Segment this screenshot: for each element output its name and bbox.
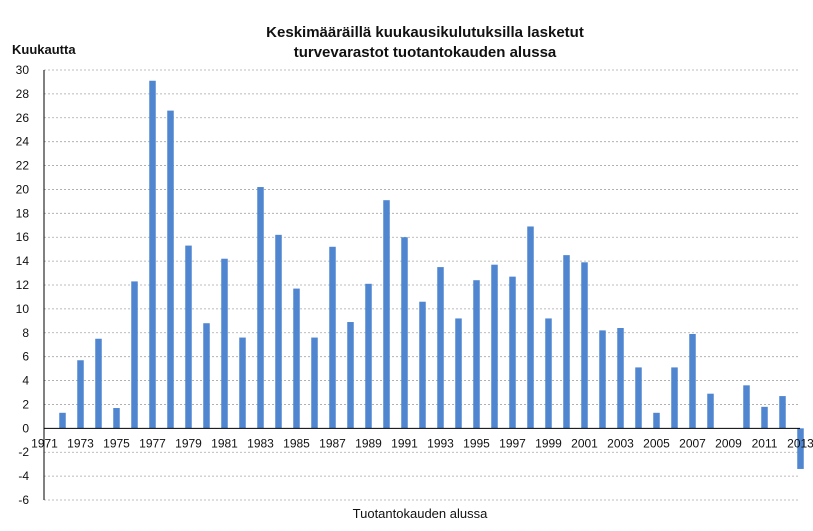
bar bbox=[185, 245, 192, 429]
x-tick-label: 2003 bbox=[607, 436, 634, 450]
y-tick-label: 18 bbox=[16, 206, 30, 220]
x-tick-label: 2013 bbox=[787, 436, 813, 450]
bar bbox=[113, 408, 120, 429]
bar bbox=[491, 264, 498, 429]
bar bbox=[581, 262, 588, 429]
bar bbox=[761, 406, 768, 429]
x-tick-label: 1975 bbox=[103, 436, 130, 450]
bar bbox=[293, 288, 300, 429]
y-tick-label: -6 bbox=[18, 493, 29, 507]
y-tick-label: 14 bbox=[16, 254, 30, 268]
x-tick-label: 2007 bbox=[679, 436, 706, 450]
bar bbox=[689, 333, 696, 429]
y-tick-label: 6 bbox=[22, 350, 29, 364]
y-tick-label: 24 bbox=[16, 135, 30, 149]
bar bbox=[329, 246, 336, 429]
bar bbox=[239, 337, 246, 429]
y-tick-label: -2 bbox=[18, 445, 29, 459]
y-tick-label: 20 bbox=[16, 182, 30, 196]
x-tick-label: 1991 bbox=[391, 436, 418, 450]
bar bbox=[545, 318, 552, 429]
x-tick-label: 1983 bbox=[247, 436, 274, 450]
bar bbox=[311, 337, 318, 429]
bar bbox=[149, 80, 156, 429]
x-tick-label: 1993 bbox=[427, 436, 454, 450]
bar bbox=[671, 367, 678, 429]
bar bbox=[365, 283, 372, 429]
x-tick-label: 1977 bbox=[139, 436, 166, 450]
bar bbox=[167, 110, 174, 429]
y-tick-label: 2 bbox=[22, 397, 29, 411]
chart-title-line-2: turvevarastot tuotantokauden alussa bbox=[294, 44, 557, 61]
x-tick-label: 1997 bbox=[499, 436, 526, 450]
bar bbox=[617, 328, 624, 429]
bar bbox=[257, 187, 264, 429]
bar bbox=[563, 255, 570, 429]
bar bbox=[509, 276, 516, 429]
y-tick-label: 16 bbox=[16, 230, 30, 244]
x-tick-label: 1987 bbox=[319, 436, 346, 450]
bar bbox=[131, 281, 138, 429]
bar bbox=[95, 338, 102, 429]
bar bbox=[437, 267, 444, 429]
bar bbox=[419, 301, 426, 429]
bar bbox=[653, 412, 660, 429]
x-tick-label: 1985 bbox=[283, 436, 310, 450]
x-tick-label: 1981 bbox=[211, 436, 238, 450]
bar bbox=[473, 280, 480, 429]
x-tick-label: 1995 bbox=[463, 436, 490, 450]
bar bbox=[401, 237, 408, 429]
x-tick-label: 1971 bbox=[31, 436, 58, 450]
x-tick-label: 2005 bbox=[643, 436, 670, 450]
bar bbox=[203, 323, 210, 429]
bar bbox=[743, 385, 750, 429]
bar bbox=[347, 322, 354, 429]
x-tick-label: 1973 bbox=[67, 436, 94, 450]
chart-title-line-1: Keskimääräillä kuukausikulutuksilla lask… bbox=[266, 24, 584, 41]
y-tick-label: 26 bbox=[16, 111, 30, 125]
x-tick-label: 1979 bbox=[175, 436, 202, 450]
y-tick-label: 30 bbox=[16, 63, 30, 77]
bar bbox=[77, 360, 84, 429]
y-tick-label: 4 bbox=[22, 374, 29, 388]
y-tick-label: 10 bbox=[16, 302, 30, 316]
bar bbox=[635, 367, 642, 429]
x-tick-label: 2011 bbox=[752, 436, 778, 450]
bar bbox=[797, 428, 804, 469]
y-axis-label: Kuukautta bbox=[12, 42, 76, 57]
y-tick-label: 28 bbox=[16, 87, 30, 101]
bar bbox=[707, 393, 714, 429]
x-tick-label: 2009 bbox=[715, 436, 742, 450]
bar bbox=[275, 234, 282, 429]
bar bbox=[221, 258, 228, 429]
bars bbox=[59, 80, 804, 469]
bar bbox=[599, 330, 606, 429]
x-tick-label: 2001 bbox=[571, 436, 598, 450]
x-tick-label: 1989 bbox=[355, 436, 382, 450]
bar bbox=[59, 412, 66, 429]
bar bbox=[455, 318, 462, 429]
y-tick-label: 8 bbox=[22, 326, 29, 340]
y-tick-label: 0 bbox=[22, 421, 29, 435]
y-tick-label: 22 bbox=[16, 159, 30, 173]
y-tick-label: 12 bbox=[16, 278, 30, 292]
bar bbox=[779, 396, 786, 429]
x-tick-label: 1999 bbox=[535, 436, 562, 450]
x-tick-labels: 1971 1973 1975 1977 1979 1981 1983 1985 1987 1989… bbox=[31, 436, 813, 450]
y-tick-label: -4 bbox=[18, 469, 29, 483]
bar bbox=[527, 226, 534, 429]
bar bbox=[383, 200, 390, 429]
x-axis-label: Tuotantokauden alussa bbox=[353, 506, 488, 521]
